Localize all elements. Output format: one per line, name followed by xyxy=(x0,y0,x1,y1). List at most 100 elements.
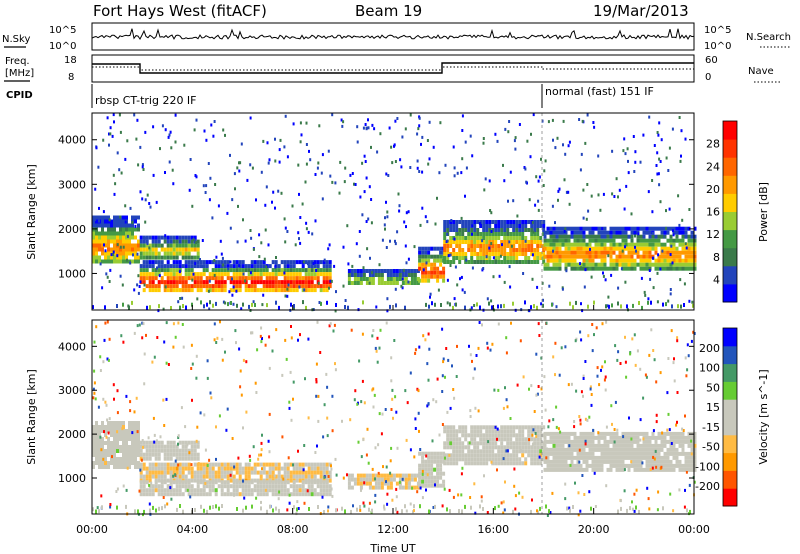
scatter-cell xyxy=(613,195,616,198)
echo-cell xyxy=(98,461,101,465)
echo-cell xyxy=(521,449,525,454)
echo-cell xyxy=(473,449,477,454)
scatter-cell xyxy=(377,443,380,447)
echo-cell xyxy=(160,474,164,479)
ground-cell xyxy=(671,304,673,309)
scatter-cell xyxy=(560,346,563,350)
ground-cell xyxy=(116,505,118,510)
echo-cell xyxy=(151,272,155,277)
echo-cell xyxy=(211,268,215,273)
echo-cell xyxy=(154,288,158,293)
scatter-cell xyxy=(249,458,252,462)
scatter-cell xyxy=(534,203,537,207)
echo-cell xyxy=(128,437,131,441)
echo-cell xyxy=(214,480,218,485)
echo-cell xyxy=(663,435,667,440)
ground-cell xyxy=(215,504,217,509)
echo-cell xyxy=(310,264,314,269)
echo-cell xyxy=(113,235,116,240)
echo-cell xyxy=(446,220,450,224)
scatter-cell xyxy=(413,509,415,513)
echo-cell xyxy=(307,474,311,479)
echo-cell xyxy=(101,227,104,232)
echo-cell xyxy=(392,269,396,273)
echo-cell xyxy=(530,425,534,430)
echo-cell xyxy=(262,484,266,489)
scatter-cell xyxy=(598,383,601,387)
echo-cell xyxy=(181,480,185,485)
scatter-cell xyxy=(277,492,280,496)
scatter-cell xyxy=(537,322,540,326)
echo-cell xyxy=(449,224,453,228)
scatter-cell xyxy=(177,300,180,304)
echo-cell xyxy=(374,473,378,478)
scatter-cell xyxy=(119,274,122,278)
echo-cell xyxy=(467,220,471,224)
echo-cell xyxy=(651,262,655,267)
scatter-cell xyxy=(268,450,271,454)
scatter-cell xyxy=(669,292,672,296)
echo-cell xyxy=(163,492,167,497)
echo-cell xyxy=(609,266,613,271)
echo-cell xyxy=(621,230,625,235)
echo-cell xyxy=(497,457,501,462)
echo-cell xyxy=(259,480,263,485)
echo-cell xyxy=(119,433,122,437)
scatter-cell xyxy=(649,468,652,471)
echo-cell xyxy=(169,276,173,281)
scatter-cell xyxy=(404,244,407,248)
echo-cell xyxy=(380,273,384,277)
echo-cell xyxy=(533,260,537,264)
echo-cell xyxy=(122,429,125,433)
echo-cell xyxy=(642,254,646,259)
ground-cell xyxy=(572,305,574,310)
scatter-cell xyxy=(449,264,452,267)
scatter-cell xyxy=(486,341,489,345)
echo-cell xyxy=(654,439,658,444)
echo-cell xyxy=(262,272,266,277)
echo-cell xyxy=(116,235,119,240)
echo-cell xyxy=(666,459,670,464)
echo-cell xyxy=(654,250,658,255)
echo-cell xyxy=(193,470,197,475)
scatter-cell xyxy=(386,215,389,219)
scatter-cell xyxy=(330,464,332,468)
echo-cell xyxy=(101,425,104,429)
echo-cell xyxy=(446,224,450,228)
scatter-cell xyxy=(233,172,236,176)
echo-cell xyxy=(199,492,203,497)
scatter-cell xyxy=(170,497,173,501)
scatter-cell xyxy=(189,158,192,161)
echo-cell xyxy=(690,230,694,235)
echo-cell xyxy=(494,429,498,434)
echo-cell xyxy=(119,247,122,252)
echo-cell xyxy=(433,266,437,271)
echo-cell xyxy=(301,280,305,285)
echo-cell xyxy=(693,234,697,239)
echo-cell xyxy=(558,226,562,231)
echo-cell xyxy=(113,465,116,469)
echo-cell xyxy=(524,260,528,264)
echo-cell xyxy=(113,255,116,260)
echo-cell xyxy=(307,272,311,277)
scatter-cell xyxy=(398,480,401,484)
echo-cell xyxy=(196,255,200,260)
echo-cell xyxy=(377,477,381,482)
scatter-cell xyxy=(516,383,519,387)
echo-cell xyxy=(570,254,574,259)
echo-cell xyxy=(433,479,437,484)
echo-cell xyxy=(166,276,170,281)
echo-cell xyxy=(268,474,272,479)
echo-cell xyxy=(247,492,251,497)
scatter-cell xyxy=(582,188,585,192)
echo-cell xyxy=(633,447,637,452)
echo-cell xyxy=(518,220,522,224)
echo-cell xyxy=(663,246,667,251)
echo-cell xyxy=(430,254,434,259)
scatter-cell xyxy=(106,116,109,120)
echo-cell xyxy=(624,258,628,263)
scatter-cell xyxy=(561,287,564,291)
echo-cell xyxy=(274,488,278,493)
echo-cell xyxy=(268,276,272,281)
echo-cell xyxy=(223,260,227,265)
